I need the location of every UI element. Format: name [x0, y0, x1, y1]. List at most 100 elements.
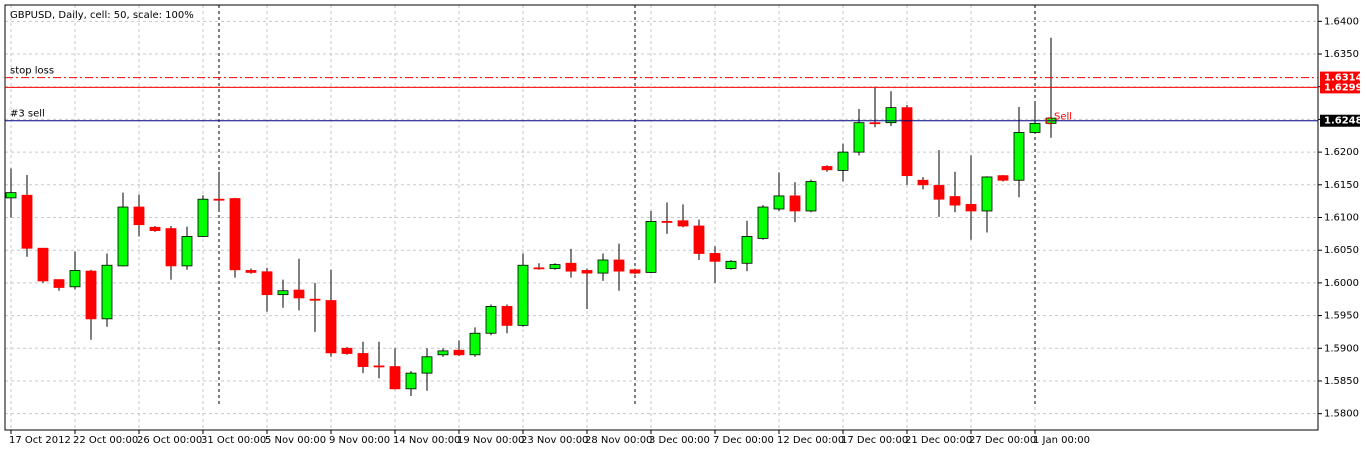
y-tick-label: 1.6200: [1324, 147, 1359, 158]
candle-up: [805, 181, 817, 212]
x-tick-label: 12 Dec 00:00: [777, 435, 844, 446]
y-tick-label: 1.6400: [1324, 16, 1359, 27]
candle-down: [997, 175, 1009, 181]
candle-down: [965, 204, 977, 212]
candle-up: [853, 122, 865, 153]
y-tick-label: 1.6350: [1324, 49, 1359, 60]
candle-up: [69, 270, 81, 288]
candle-down: [213, 198, 225, 201]
candle-down: [21, 194, 33, 249]
candle-down: [661, 221, 673, 223]
y-tick-label: 1.5950: [1324, 311, 1359, 322]
candle-down: [901, 107, 913, 177]
candle-down: [357, 353, 369, 367]
y-tick-label: 1.6100: [1324, 213, 1359, 224]
candle-down: [293, 289, 305, 299]
x-tick-label: 7 Dec 00:00: [713, 435, 774, 446]
x-tick-label: 19 Nov 00:00: [457, 435, 524, 446]
x-tick-label: 9 Nov 00:00: [329, 435, 390, 446]
candle-up: [597, 259, 609, 274]
candle-down: [869, 122, 881, 125]
x-tick-label: 28 Nov 00:00: [585, 435, 652, 446]
y-tick-label: 1.5900: [1324, 343, 1359, 354]
x-tick-label: 31 Oct 00:00: [201, 435, 266, 446]
candle-down: [917, 179, 929, 186]
candle-up: [197, 198, 209, 237]
candle-up: [517, 264, 529, 326]
candle-up: [645, 221, 657, 273]
sell-annotation: Sell: [1054, 112, 1072, 123]
candle-down: [325, 300, 337, 354]
y-tick-label: 1.6000: [1324, 278, 1359, 289]
candle-down: [629, 269, 641, 274]
x-tick-label: 27 Dec 00:00: [969, 435, 1036, 446]
candle-down: [389, 366, 401, 390]
candle-up: [549, 264, 561, 269]
candle-down: [245, 270, 257, 273]
candle-down: [677, 220, 689, 227]
candle-down: [709, 253, 721, 262]
candle-up: [277, 290, 289, 296]
candle-down: [533, 267, 545, 270]
sell-marker: [1045, 117, 1053, 125]
candle-down: [501, 306, 513, 326]
candle-up: [981, 176, 993, 212]
candle-up: [773, 195, 785, 210]
level-price-label: 1.6248: [1324, 116, 1363, 127]
y-tick-label: 1.6150: [1324, 180, 1359, 191]
candle-down: [149, 226, 161, 231]
candle-up: [5, 192, 17, 199]
y-tick-label: 1.6050: [1324, 245, 1359, 256]
candle-down: [373, 365, 385, 368]
candle-up: [757, 206, 769, 239]
candle-down: [165, 228, 177, 267]
x-tick-label: 17 Oct 2012: [9, 435, 71, 446]
candle-down: [229, 198, 241, 271]
candle-down: [453, 349, 465, 356]
candle-up: [1029, 122, 1041, 133]
level-name: stop loss: [10, 66, 54, 77]
candle-up: [741, 236, 753, 264]
x-tick-label: 26 Oct 00:00: [137, 435, 202, 446]
candle-down: [565, 262, 577, 272]
y-tick-label: 1.5850: [1324, 376, 1359, 387]
candle-down: [309, 298, 321, 301]
candle-down: [613, 259, 625, 272]
candle-down: [949, 196, 961, 206]
candle-down: [85, 270, 97, 320]
candle-down: [821, 166, 833, 171]
candle-up: [485, 306, 497, 334]
x-tick-label: 23 Nov 00:00: [521, 435, 588, 446]
candle-up: [405, 372, 417, 390]
chart-title: GBPUSD, Daily, cell: 50, scale: 100%: [10, 10, 194, 21]
candle-down: [261, 271, 273, 296]
x-tick-label: 14 Nov 00:00: [393, 435, 460, 446]
x-tick-label: 1 Jan 00:00: [1033, 435, 1090, 446]
level-price-label: 1.6299: [1324, 82, 1363, 93]
x-tick-label: 22 Oct 00:00: [73, 435, 138, 446]
candle-up: [885, 107, 897, 124]
level-price-box: [1320, 114, 1360, 127]
candle-down: [933, 185, 945, 200]
candle-down: [53, 279, 65, 288]
candle-up: [117, 206, 129, 267]
candle-down: [37, 247, 49, 282]
x-tick-label: 3 Dec 00:00: [649, 435, 710, 446]
candle-down: [341, 347, 353, 354]
candle-up: [469, 332, 481, 356]
candle-up: [837, 151, 849, 171]
level-name: #3 sell: [10, 109, 45, 120]
level-price-box: [1320, 71, 1360, 84]
candle-down: [581, 270, 593, 274]
candle-up: [725, 260, 737, 269]
candle-down: [789, 195, 801, 212]
x-tick-label: 17 Dec 00:00: [841, 435, 908, 446]
x-tick-label: 21 Dec 00:00: [905, 435, 972, 446]
candle-up: [1013, 132, 1025, 181]
candle-up: [421, 356, 433, 374]
level-price-label: 1.6314: [1324, 73, 1363, 84]
level-price-box: [1320, 81, 1360, 94]
candle-up: [437, 350, 449, 356]
y-tick-label: 1.5800: [1324, 409, 1359, 420]
